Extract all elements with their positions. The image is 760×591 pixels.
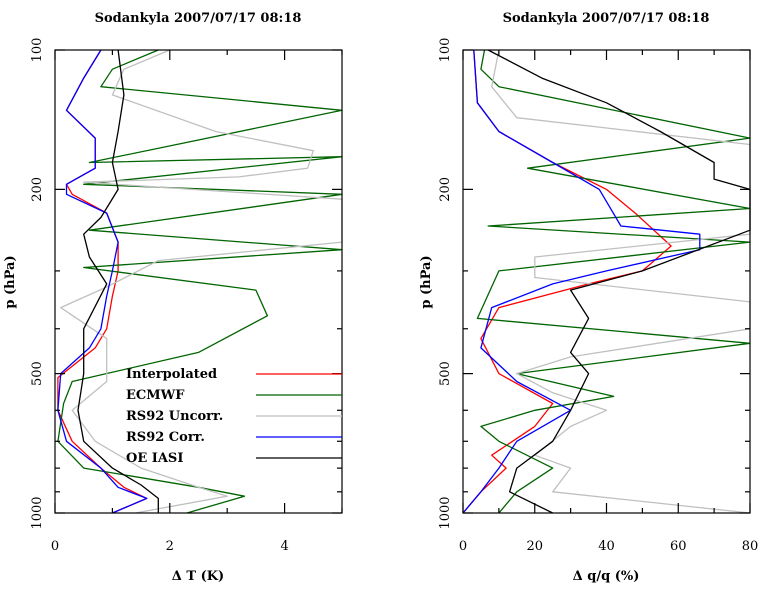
legend-label: Interpolated	[126, 367, 217, 382]
right-x-tick-label: 60	[670, 539, 687, 554]
right-x-tick-label: 40	[598, 539, 615, 554]
left-plot-frame	[54, 49, 343, 514]
left-y-tick-label: 500	[30, 361, 45, 386]
left-series-rs92-uncorr	[60, 49, 343, 514]
left-y-tick-label: 1000	[30, 496, 45, 529]
legend-label: ECMWF	[126, 388, 185, 403]
left-series-ecmwf	[57, 49, 343, 514]
right-y-axis-label: p (hPa)	[419, 255, 434, 308]
legend-label: RS92 Corr.	[126, 430, 205, 445]
right-y-tick-label: 100	[438, 38, 453, 63]
humidity-panel: Sodankyla 2007/07/17 08:18 1002005001000…	[419, 11, 758, 584]
right-plot-frame	[462, 49, 751, 514]
right-series-layer	[462, 49, 751, 514]
left-x-tick-label: 0	[51, 539, 59, 554]
right-ticks-layer: 100 200 500 1000 0 20 40 60 80	[438, 38, 758, 554]
right-y-tick-label: 500	[438, 361, 453, 386]
right-x-tick-label: 0	[459, 539, 467, 554]
temperature-panel: Sodankyla 2007/07/17 08:18 100 200 500 1000…	[3, 11, 343, 584]
right-series-rs92-corr	[462, 49, 701, 514]
left-y-tick-label: 200	[30, 177, 45, 202]
right-y-tick-label: 1000	[438, 496, 453, 529]
left-ticks-layer: 100 200 500 1000 0 2 4	[30, 38, 343, 554]
left-y-tick-label: 100	[30, 38, 45, 63]
right-x-tick-label: 80	[742, 539, 759, 554]
right-y-tick-label: 200	[438, 177, 453, 202]
right-series-rs92-uncorr	[491, 49, 751, 514]
left-series-layer	[57, 49, 343, 514]
legend-label: OE IASI	[126, 451, 183, 466]
left-series-oe-iasi	[77, 49, 159, 513]
left-x-tick-label: 2	[166, 539, 174, 554]
legend-label: RS92 Uncorr.	[126, 409, 223, 424]
left-x-axis-label: Δ T (K)	[172, 569, 224, 584]
right-chart-title: Sodankyla 2007/07/17 08:18	[503, 11, 710, 26]
right-series-oe-iasi	[487, 49, 751, 514]
left-y-axis-label: p (hPa)	[3, 255, 18, 308]
left-chart-title: Sodankyla 2007/07/17 08:18	[95, 11, 302, 26]
right-series-ecmwf	[476, 49, 751, 514]
left-series-rs92-corr	[57, 49, 148, 514]
legend: Interpolated ECMWF RS92 Uncorr. RS92 Corr. O…	[126, 367, 342, 466]
left-x-tick-label: 4	[280, 539, 288, 554]
right-x-tick-label: 20	[526, 539, 543, 554]
right-x-axis-label: Δ q/q (%)	[573, 569, 640, 584]
